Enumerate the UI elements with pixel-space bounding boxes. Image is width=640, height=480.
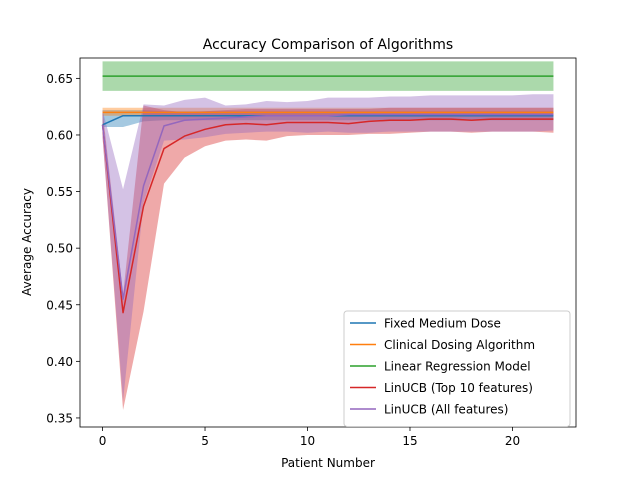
- confidence-bands: [102, 61, 554, 411]
- band-linucb-all-features: [102, 94, 554, 401]
- line-linucb-all-features: [101, 113, 554, 300]
- y-tick-label: 0.35: [46, 411, 73, 425]
- x-tick-label: 20: [505, 434, 520, 448]
- series-lines: [101, 75, 554, 314]
- x-tick-label: 0: [99, 434, 107, 448]
- y-axis-title: Average Accuracy: [20, 188, 34, 296]
- x-tick-label: 5: [201, 434, 209, 448]
- chart-title: Accuracy Comparison of Algorithms: [203, 37, 453, 53]
- legend-label-fixed-medium-dose: Fixed Medium Dose: [384, 317, 501, 331]
- line-linucb-top-10-features: [101, 118, 554, 314]
- y-tick-label: 0.45: [46, 298, 73, 312]
- legend-box: [343, 310, 571, 427]
- band-linucb-top-10-features: [102, 105, 554, 411]
- x-axis-title: Patient Number: [281, 456, 375, 470]
- y-tick-label: 0.60: [46, 128, 73, 142]
- legend-label-linucb-top-10-features: LinUCB (Top 10 features): [384, 381, 533, 395]
- y-tick-label: 0.55: [46, 185, 73, 199]
- x-tick-label: 10: [300, 434, 315, 448]
- legend-label-clinical-dosing-algorithm: Clinical Dosing Algorithm: [384, 338, 535, 352]
- x-tick-label: 15: [402, 434, 417, 448]
- y-tick-label: 0.50: [46, 242, 73, 256]
- y-tick-label: 0.65: [46, 72, 73, 86]
- legend-label-linear-regression-model: Linear Regression Model: [384, 360, 531, 374]
- legend-label-linucb-all-features: LinUCB (All features): [384, 403, 508, 417]
- y-tick-label: 0.40: [46, 355, 73, 369]
- plot-frame: [79, 57, 577, 428]
- axes: 0 5 10 15 20 0.35 0.40 0.45 0.50 0.55 0.60 0.65: [46, 57, 577, 448]
- legend: Fixed Medium Dose Clinical Dosing Algorit…: [343, 310, 571, 427]
